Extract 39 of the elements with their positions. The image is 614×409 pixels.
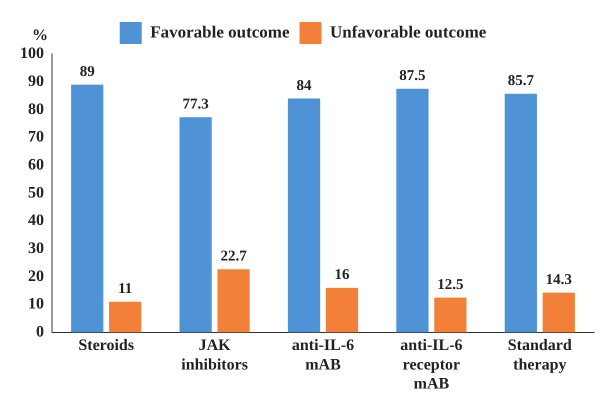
y-tick-label: 40 [28,212,44,230]
bar [180,117,212,332]
bar [217,269,250,332]
bar [109,302,142,332]
bar [542,292,575,332]
y-axis-title: % [32,27,48,44]
y-tick-label: 20 [28,268,44,285]
bar [288,98,320,332]
data-label: 89 [80,64,95,80]
y-tick-label: 90 [28,72,44,90]
y-tick-label: 50 [28,184,44,202]
data-label: 14.3 [546,272,572,288]
bar [71,84,104,332]
data-label: 85.7 [508,73,534,90]
x-tick-label: JAK inhibitors [181,337,248,374]
bar [396,88,429,332]
data-label: 84 [296,78,312,94]
bar [326,288,358,332]
y-tick-label: 80 [28,100,44,118]
y-tick-label: 30 [28,240,44,258]
legend-label: Favorable outcome [150,22,290,42]
y-tick-label: 70 [28,128,44,146]
data-label: 11 [118,281,132,298]
data-label: 22.7 [220,248,248,265]
x-tick-label: Steroids [78,337,134,354]
data-label: 16 [334,267,350,284]
x-tick-label: Standard therapy [508,337,572,374]
x-tick-label: anti-IL-6 receptor mAB [400,337,463,393]
data-label: 77.3 [182,96,209,113]
y-tick-label: 0 [36,324,44,341]
data-label: 12.5 [437,276,464,293]
data-label: 87.5 [399,68,426,84]
legend-label: Unfavorable outcome [330,22,487,42]
y-tick-label: 60 [28,156,44,174]
bar [434,298,466,332]
y-tick-label: 10 [28,296,44,313]
x-tick-label: anti-IL-6 mAB [292,337,354,374]
y-tick-label: 100 [20,45,44,62]
bar [504,94,537,332]
